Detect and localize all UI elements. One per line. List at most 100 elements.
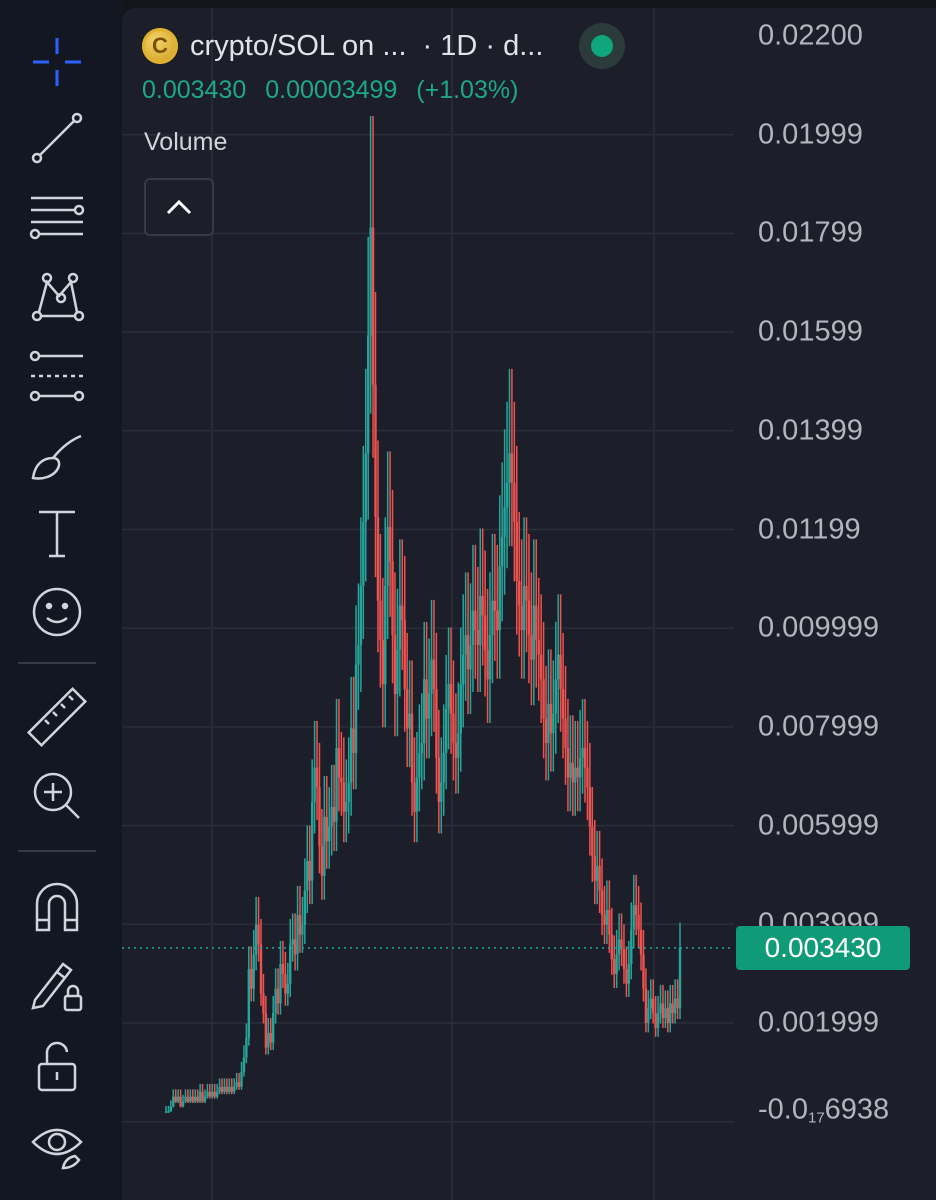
lock-drawing-tool[interactable] xyxy=(17,946,97,1026)
candle-body xyxy=(259,944,263,994)
candle-body xyxy=(342,782,346,812)
candle-body xyxy=(289,944,292,984)
candle-body xyxy=(364,453,367,523)
candle-body xyxy=(423,679,426,744)
ruler-tool[interactable] xyxy=(17,678,97,758)
ruler-icon xyxy=(26,686,88,748)
candle-body xyxy=(632,905,635,930)
crosshair-tool[interactable] xyxy=(17,22,97,102)
fib-retracement-tool[interactable] xyxy=(17,178,97,258)
pattern-tool[interactable] xyxy=(17,256,97,336)
price-axis-label: 0.01799 xyxy=(758,216,863,249)
unlock-icon xyxy=(37,1041,77,1092)
candle-body xyxy=(369,227,372,336)
candle-body xyxy=(366,335,370,454)
candle-body xyxy=(279,964,282,1004)
candle-body xyxy=(578,757,582,778)
chart-panel[interactable]: C crypto/SOL on ... · 1D · d... 0.003430… xyxy=(122,8,936,1200)
candle-body xyxy=(630,929,633,965)
candle-body xyxy=(505,482,509,508)
candle-body xyxy=(491,600,494,636)
candle-body xyxy=(240,1072,243,1087)
price-axis-label: 0.01199 xyxy=(758,513,861,545)
candle-body xyxy=(622,949,626,969)
candle-body xyxy=(503,507,506,537)
candle-body xyxy=(427,694,431,719)
unlock-tool[interactable] xyxy=(17,1026,97,1106)
chart-legend: C crypto/SOL on ... · 1D · d... 0.003430… xyxy=(142,23,626,105)
candle-body xyxy=(379,600,382,640)
candle-body xyxy=(318,787,321,847)
candle-body xyxy=(600,890,604,915)
candle-body xyxy=(211,1091,214,1097)
candle-body xyxy=(396,649,399,694)
candle-body xyxy=(459,684,462,734)
candle-body xyxy=(301,924,304,935)
eye-icon xyxy=(31,1128,83,1170)
candle-body xyxy=(374,384,377,518)
candle-body xyxy=(247,968,251,1038)
candle-body xyxy=(469,644,472,670)
candle-body xyxy=(574,767,577,783)
candle-body xyxy=(466,635,470,670)
candle-body xyxy=(549,703,553,734)
candle-body xyxy=(583,748,587,768)
candle-body xyxy=(544,718,548,744)
candle-body xyxy=(457,733,460,758)
candle-body xyxy=(678,947,682,1009)
candle-body xyxy=(172,1096,175,1107)
candle-body xyxy=(191,1096,194,1102)
price-axis-label: 0.01999 xyxy=(758,118,863,151)
forecast-tool[interactable] xyxy=(17,336,97,416)
candle-body xyxy=(179,1096,182,1107)
candle-body xyxy=(391,561,394,636)
candle-body xyxy=(561,689,565,719)
candle-body xyxy=(393,635,397,694)
candle-body xyxy=(203,1096,207,1102)
candle-body xyxy=(664,1008,667,1019)
candle-body xyxy=(357,644,360,665)
candle-body xyxy=(479,595,482,645)
candle-body xyxy=(264,1013,268,1048)
candle-body xyxy=(676,998,679,1009)
chart-canvas[interactable] xyxy=(122,8,936,1200)
candle-body xyxy=(498,566,501,631)
candle-body xyxy=(225,1086,229,1092)
candle-body xyxy=(269,1032,272,1043)
change-abs-value: 0.00003499 xyxy=(265,76,398,104)
change-pct-value: (+1.03%) xyxy=(416,76,519,104)
panel-border xyxy=(114,0,122,1200)
candle-body xyxy=(483,615,487,650)
candle-body xyxy=(464,635,467,655)
market-status[interactable] xyxy=(579,23,626,69)
brush-icon xyxy=(31,434,82,480)
magnet-tool[interactable] xyxy=(17,868,97,948)
candle-body xyxy=(471,610,475,645)
candle-body xyxy=(476,630,480,645)
candle-body xyxy=(194,1096,197,1102)
trend-line-tool[interactable] xyxy=(17,98,97,178)
candle-body xyxy=(332,806,336,822)
candle-body xyxy=(513,482,516,523)
candle-body xyxy=(644,988,648,1023)
emoji-tool[interactable] xyxy=(17,572,97,652)
collapse-button[interactable] xyxy=(144,178,214,236)
candle-body xyxy=(522,585,526,631)
eye-tool[interactable] xyxy=(17,1104,97,1184)
candle-body xyxy=(566,748,570,778)
candle-body xyxy=(291,939,294,945)
brush-tool[interactable] xyxy=(17,416,97,496)
volume-label[interactable]: Volume xyxy=(144,128,228,156)
candle-body xyxy=(508,453,511,483)
candle-body xyxy=(228,1086,231,1092)
price-axis-label: 0.01599 xyxy=(758,315,863,348)
text-tool[interactable] xyxy=(17,494,97,574)
candle-body xyxy=(637,914,640,930)
coin-icon[interactable]: C xyxy=(142,28,178,64)
interval-title[interactable]: · 1D · d... xyxy=(422,29,544,62)
candle-body xyxy=(257,924,260,945)
candle-body xyxy=(306,860,309,891)
zoom-in-tool[interactable] xyxy=(17,756,97,836)
symbol-title[interactable]: crypto/SOL on ... xyxy=(190,29,407,62)
candle-body xyxy=(181,1101,185,1107)
